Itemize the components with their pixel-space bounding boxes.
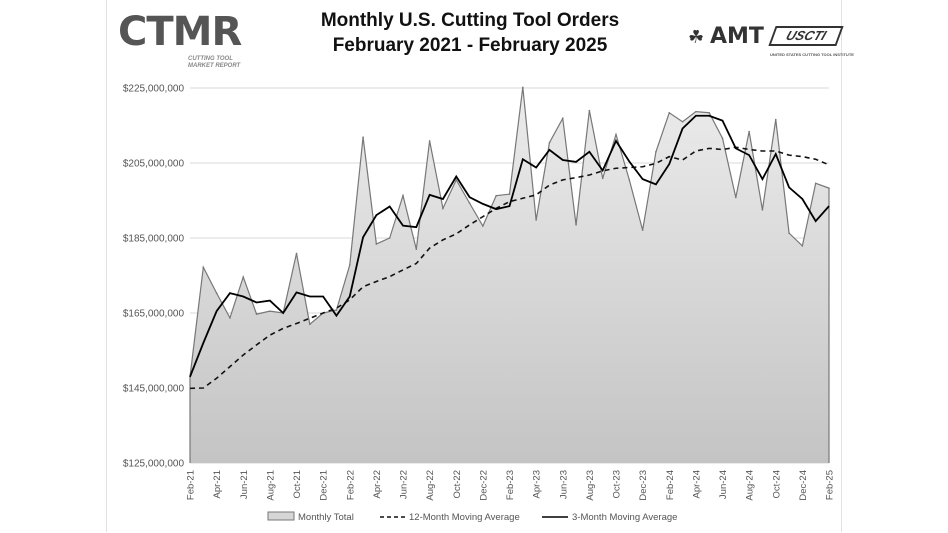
x-tick-label: Oct-22: [452, 470, 463, 499]
x-tick-label: Oct-23: [612, 470, 623, 499]
monthly-total-point: [468, 202, 471, 204]
monthly-total-point: [295, 252, 298, 255]
x-tick-label: Dec-24: [798, 470, 809, 501]
x-tick-label: Oct-21: [292, 470, 303, 499]
monthly-total-point: [495, 194, 497, 197]
monthly-total-point: [748, 130, 750, 133]
monthly-total-point: [668, 111, 671, 114]
amt-logo-icon: ☘: [688, 27, 705, 47]
monthly-total-point: [801, 245, 804, 247]
chart-title-line2: February 2021 - February 2025: [332, 35, 608, 56]
monthly-total-point: [681, 120, 684, 123]
monthly-total-point: [508, 193, 511, 195]
monthly-total-point: [721, 137, 724, 140]
x-tick-label: Dec-22: [478, 470, 489, 501]
monthly-total-point: [828, 187, 830, 189]
legend-label-monthly-total: Monthly Total: [298, 512, 354, 523]
monthly-total-point: [774, 118, 777, 121]
y-tick-label: $125,000,000: [123, 459, 185, 470]
monthly-total-point: [229, 317, 231, 319]
monthly-total-point: [388, 237, 391, 239]
y-tick-label: $205,000,000: [123, 159, 185, 170]
legend-label-ma3: 3-Month Moving Average: [572, 512, 677, 523]
monthly-total-point: [335, 309, 338, 311]
x-tick-label: Apr-24: [691, 470, 702, 499]
monthly-total-point: [561, 117, 564, 120]
x-tick-label: Aug-21: [265, 470, 276, 501]
x-tick-label: Feb-21: [186, 470, 197, 500]
x-tick-label: Feb-25: [825, 470, 836, 500]
x-tick-label: Dec-21: [319, 470, 330, 501]
x-tick-label: Jun-23: [558, 470, 569, 499]
legend-label-ma12: 12-Month Moving Average: [409, 512, 520, 523]
monthly-total-point: [735, 196, 737, 199]
monthly-total-point: [575, 224, 577, 226]
monthly-total-point: [242, 276, 245, 278]
x-tick-label: Apr-21: [212, 470, 223, 499]
chart-frame: [106, 0, 842, 532]
monthly-total-point: [375, 243, 378, 245]
x-tick-label: Aug-24: [745, 470, 756, 501]
ctmr-sub-line2: MARKET REPORT: [188, 63, 241, 69]
monthly-total-point: [708, 111, 710, 114]
monthly-total-area: [190, 87, 829, 463]
monthly-total-point: [761, 209, 764, 211]
monthly-total-point: [415, 248, 418, 251]
x-tick-label: Aug-23: [585, 470, 596, 501]
monthly-total-point: [522, 86, 524, 89]
ctmr-sub-line1: CUTTING TOOL: [188, 56, 233, 62]
monthly-total-point: [455, 179, 458, 181]
y-tick-label: $145,000,000: [123, 384, 185, 395]
monthly-total-point: [814, 182, 817, 185]
x-tick-label: Feb-23: [505, 470, 516, 500]
monthly-total-point: [269, 310, 271, 312]
monthly-total-point: [428, 140, 431, 142]
y-tick-label: $225,000,000: [123, 84, 185, 95]
ma12-line: [189, 146, 830, 390]
x-tick-label: Oct-24: [771, 470, 782, 499]
legend-swatch-monthly-total: [267, 511, 295, 521]
monthly-total-point: [615, 133, 617, 136]
y-tick-label: $185,000,000: [123, 234, 185, 245]
ctmr-logo-subtitle: CUTTING TOOL MARKET REPORT: [188, 56, 240, 70]
chart-title-line1: Monthly U.S. Cutting Tool Orders: [320, 10, 620, 31]
monthly-total-point: [362, 136, 364, 138]
x-tick-label: Apr-23: [532, 470, 543, 499]
monthly-total-point: [215, 292, 218, 294]
x-tick-label: Feb-24: [665, 470, 676, 500]
monthly-total-point: [588, 109, 591, 112]
x-tick-label: Feb-22: [345, 470, 356, 500]
amt-logo: AMT: [710, 24, 764, 49]
monthly-total-point: [348, 264, 351, 266]
monthly-total-point: [695, 110, 697, 113]
x-tick-label: Jun-21: [239, 470, 250, 499]
monthly-total-point: [442, 207, 444, 210]
ctmr-logo: CTMR: [118, 9, 242, 55]
monthly-total-point: [641, 229, 644, 231]
monthly-total-point: [548, 141, 551, 144]
monthly-total-point: [655, 150, 657, 153]
ma3-line: [189, 114, 830, 378]
monthly-total-point: [601, 177, 604, 180]
monthly-total-point: [255, 313, 258, 315]
y-tick-label: $165,000,000: [123, 309, 185, 320]
monthly-total-point: [202, 266, 205, 269]
x-tick-label: Apr-22: [372, 470, 383, 499]
monthly-total-point: [309, 323, 311, 326]
x-tick-label: Dec-23: [638, 470, 649, 501]
uscti-logo-subtitle: UNITED STATES CUTTING TOOL INSTITUTE: [770, 52, 854, 57]
monthly-total-point: [535, 219, 537, 221]
monthly-total-point: [788, 232, 790, 234]
monthly-total-point: [628, 179, 631, 181]
x-tick-label: Jun-22: [399, 470, 410, 499]
x-tick-label: Jun-24: [718, 470, 729, 499]
monthly-total-point: [482, 225, 484, 227]
monthly-total-point: [402, 194, 404, 197]
x-tick-label: Aug-22: [425, 470, 436, 501]
